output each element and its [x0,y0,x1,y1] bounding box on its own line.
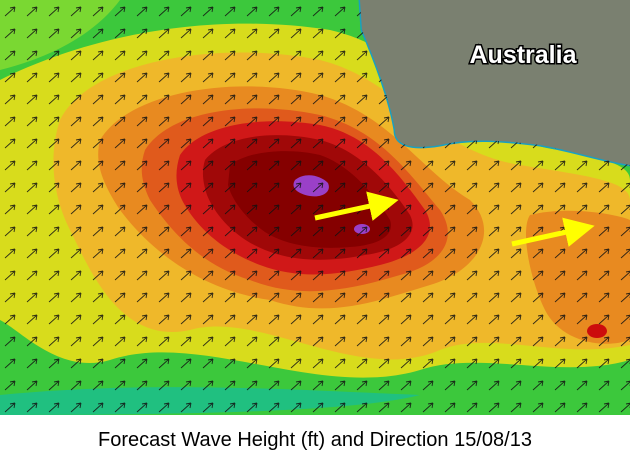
swell-arrow [314,191,399,221]
map-label: Australia [470,41,578,69]
swell-arrow [511,217,595,247]
wave-map: Australia [0,0,630,415]
land [360,0,630,165]
caption: Forecast Wave Height (ft) and Direction … [98,429,532,451]
